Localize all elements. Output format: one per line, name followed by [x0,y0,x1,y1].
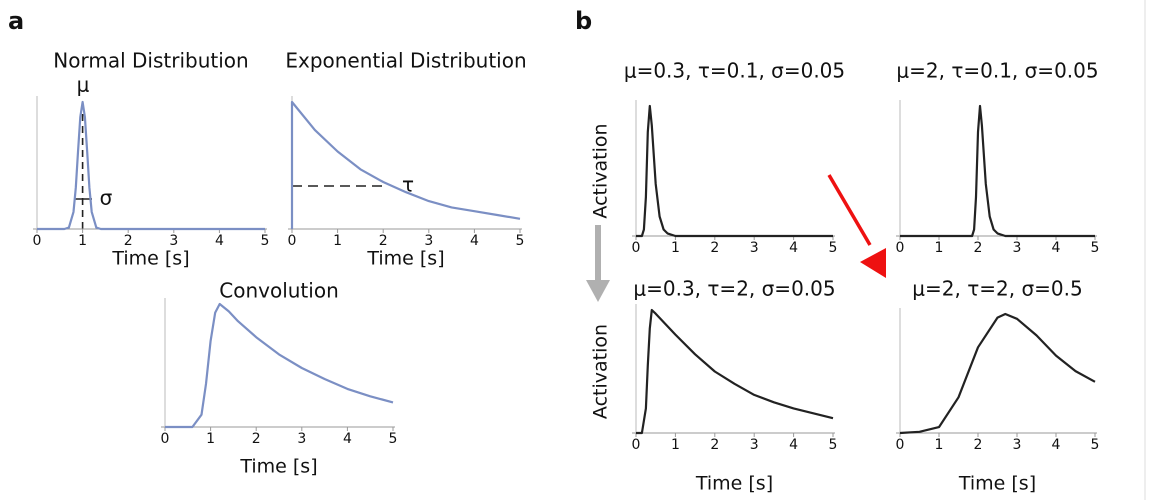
x-tick-label: 2 [252,431,261,447]
x-axis-label: Time [s] [111,248,189,270]
panel-label: a [8,7,24,35]
x-axis-label: Time [s] [366,248,444,270]
x-tick-label: 0 [33,233,42,249]
x-tick-label: 0 [896,240,905,256]
x-tick-label: 0 [161,431,170,447]
annotation: τ [402,173,414,197]
chart-title: Exponential Distribution [285,49,526,73]
x-tick-label: 2 [710,240,719,256]
x-tick-label: 0 [632,437,641,453]
chart-title: Convolution [219,279,339,303]
x-tick-label: 2 [974,240,983,256]
x-tick-label: 5 [829,437,838,453]
chart-title: Normal Distribution [53,49,248,73]
x-axis-label: Time [s] [695,473,773,495]
curve [900,104,1095,238]
chart-title: μ=0.3, τ=2, σ=0.05 [633,277,835,301]
curve [899,312,1096,435]
chart-title: μ=2, τ=2, σ=0.5 [912,277,1082,301]
x-tick-label: 3 [1013,240,1022,256]
x-tick-label: 3 [169,233,178,249]
x-tick-label: 2 [379,233,388,249]
curve [165,302,394,429]
x-tick-label: 5 [1091,437,1100,453]
x-tick-label: 2 [974,437,983,453]
x-tick-label: 4 [1052,437,1061,453]
x-tick-label: 4 [215,233,224,249]
x-tick-label: 5 [389,431,398,447]
x-tick-label: 1 [78,233,87,249]
x-tick-label: 3 [297,431,306,447]
x-axis-label: Time [s] [239,456,317,478]
x-tick-label: 1 [206,431,215,447]
x-tick-label: 1 [935,437,944,453]
red-arrow [827,174,872,246]
curve [636,308,834,435]
x-axis-label: Time [s] [958,473,1036,495]
x-tick-label: 5 [516,233,525,249]
x-tick-label: 4 [789,240,798,256]
x-tick-label: 4 [343,431,352,447]
x-tick-label: 0 [288,233,297,249]
curve [290,100,521,229]
x-tick-label: 5 [261,233,270,249]
x-tick-label: 1 [935,240,944,256]
x-tick-label: 0 [632,240,641,256]
x-tick-label: 3 [424,233,433,249]
x-tick-label: 1 [671,437,680,453]
x-tick-label: 1 [671,240,680,256]
red-arrow-head [860,248,886,278]
x-tick-label: 0 [896,437,905,453]
y-axis-label: Activation [590,123,612,218]
x-tick-label: 4 [470,233,479,249]
y-axis-label: Activation [590,324,612,419]
chart-title: μ=0.3, τ=0.1, σ=0.05 [624,59,845,83]
x-tick-label: 5 [829,240,838,256]
annotation: μ [77,73,90,97]
x-tick-label: 2 [710,437,719,453]
gray-arrow-head [586,280,610,302]
x-tick-label: 3 [750,240,759,256]
x-tick-label: 4 [789,437,798,453]
x-tick-label: 3 [750,437,759,453]
x-tick-label: 2 [124,233,133,249]
curve [636,104,833,238]
curve [37,100,265,231]
x-tick-label: 1 [333,233,342,249]
x-tick-label: 3 [1013,437,1022,453]
annotation: σ [100,186,113,210]
chart-title: μ=2, τ=0.1, σ=0.05 [896,59,1098,83]
x-tick-label: 5 [1091,240,1100,256]
x-tick-label: 4 [1052,240,1061,256]
panel-label: b [575,7,592,35]
